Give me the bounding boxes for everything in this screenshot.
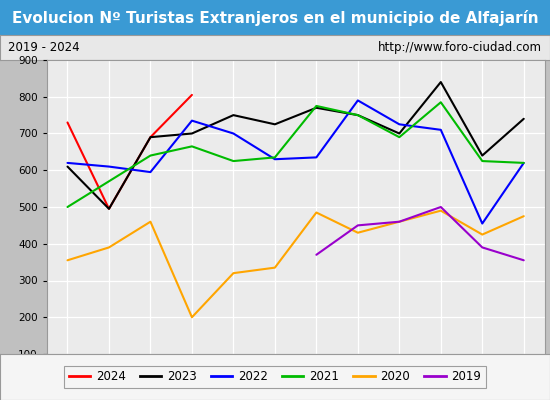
Legend: 2024, 2023, 2022, 2021, 2020, 2019: 2024, 2023, 2022, 2021, 2020, 2019 [64, 366, 486, 388]
Text: Evolucion Nº Turistas Extranjeros en el municipio de Alfajarín: Evolucion Nº Turistas Extranjeros en el … [12, 10, 538, 26]
Text: 2019 - 2024: 2019 - 2024 [8, 41, 80, 54]
Text: http://www.foro-ciudad.com: http://www.foro-ciudad.com [378, 41, 542, 54]
